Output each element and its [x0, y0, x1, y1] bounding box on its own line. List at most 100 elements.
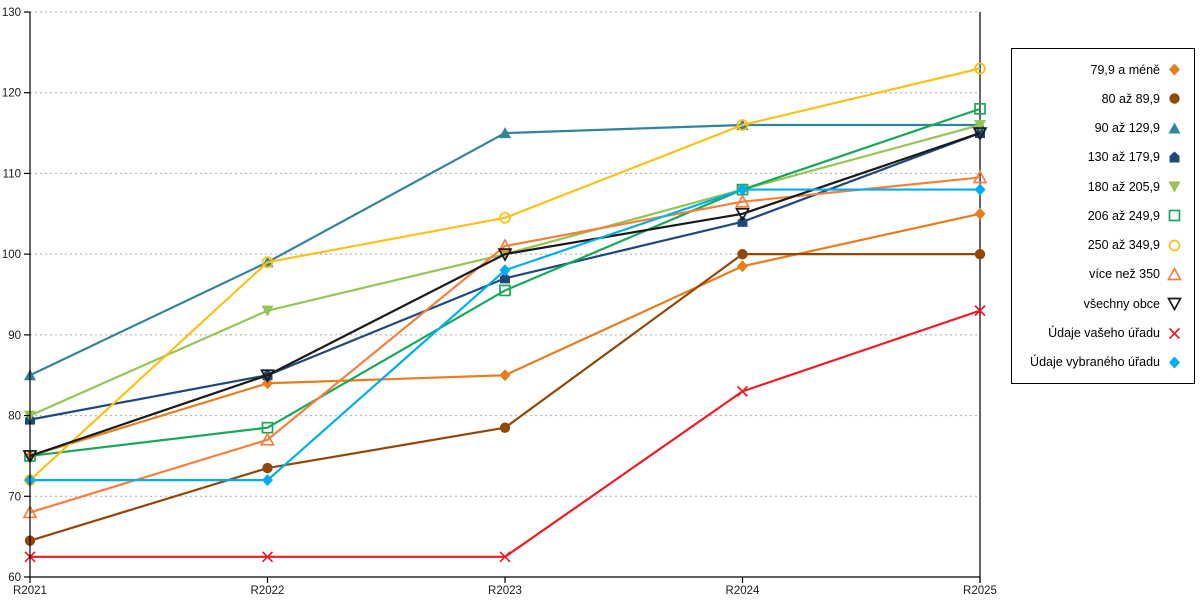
- legend-marker-icon: [1168, 122, 1181, 134]
- y-tick-label: 110: [3, 168, 21, 180]
- circle-marker-icon: [262, 462, 273, 474]
- circle-open-marker-icon: [1168, 239, 1181, 252]
- series-line: [29, 253, 980, 542]
- circle-open-marker-icon: [736, 119, 749, 131]
- circle-open-marker-icon: [974, 62, 986, 75]
- legend-label: 80 až 89,9: [1101, 91, 1160, 106]
- legend-label: 130 až 179,9: [1087, 150, 1160, 165]
- series-1: [24, 207, 986, 462]
- legend-item-4: 130 až 179,9: [1012, 144, 1194, 170]
- pentagon-marker-icon: [500, 272, 510, 284]
- pentagon-marker-icon: [1169, 151, 1180, 163]
- triangle-up-marker-icon: [1168, 122, 1181, 134]
- series-2: [24, 248, 986, 546]
- legend-label: 79,9 a méně: [1090, 62, 1161, 77]
- legend-label: 90 až 129,9: [1094, 121, 1160, 136]
- legend-label: 206 až 249,9: [1087, 208, 1160, 223]
- x-marker-icon: [499, 551, 511, 563]
- triangle-down-open-marker-icon: [735, 207, 750, 222]
- legend-marker-icon: [1168, 239, 1181, 252]
- legend-label: Údaje vašeho úřadu: [1048, 326, 1160, 341]
- triangle-open-marker-icon: [972, 169, 988, 184]
- circle-open-marker-icon: [499, 211, 511, 224]
- x-marker-icon: [1168, 327, 1181, 339]
- circle-open-marker-icon: [261, 256, 274, 269]
- legend-marker-icon: [1168, 181, 1181, 193]
- y-tick-label: 70: [8, 491, 21, 503]
- series-line: [29, 67, 981, 481]
- x-marker-icon: [261, 551, 274, 563]
- diamond-marker-icon: [737, 260, 748, 273]
- series-8: [22, 169, 988, 519]
- y-tick-label: 120: [2, 88, 21, 100]
- legend-marker-icon: [1169, 151, 1180, 163]
- legend-marker-icon: [1169, 93, 1180, 105]
- series-11: [24, 183, 986, 487]
- diamond-marker-icon: [1169, 63, 1180, 76]
- legend-label: více než 350: [1089, 267, 1160, 282]
- triangle-open-marker-icon: [497, 238, 513, 252]
- diamond-marker-icon: [974, 207, 986, 220]
- legend-item-2: 80 až 89,9: [1012, 86, 1194, 112]
- series-10: [24, 305, 986, 563]
- diamond-marker-icon: [737, 183, 748, 196]
- legend-marker-icon: [1169, 63, 1180, 76]
- x-tick-label: R2025: [963, 585, 997, 597]
- circle-marker-icon: [1169, 93, 1180, 105]
- series-line: [29, 107, 981, 458]
- legend-item-7: 250 až 349,9: [1012, 232, 1194, 258]
- triangle-open-marker-icon: [260, 432, 275, 446]
- legend-marker-icon: [1169, 356, 1180, 369]
- legend-item-1: 79,9 a méně: [1012, 57, 1194, 83]
- legend-label: 250 až 349,9: [1087, 238, 1160, 253]
- legend-item-6: 206 až 249,9: [1012, 203, 1194, 229]
- y-tick-label: 130: [2, 7, 21, 19]
- legend-marker-icon: [1168, 210, 1181, 222]
- square-open-marker-icon: [974, 103, 986, 115]
- legend-label: všechny obce: [1083, 296, 1160, 311]
- triangle-down-open-marker-icon: [260, 369, 275, 383]
- diamond-marker-icon: [1169, 356, 1180, 369]
- y-tick-label: 100: [2, 249, 21, 261]
- legend-item-11: Údaje vybraného úřadu: [1012, 349, 1194, 375]
- triangle-up-marker-icon: [499, 127, 511, 139]
- legend-item-8: více než 350: [1012, 261, 1194, 287]
- triangle-down-marker-icon: [974, 120, 986, 131]
- legend-label: Údaje vybraného úřadu: [1030, 355, 1160, 370]
- circle-marker-icon: [737, 248, 748, 260]
- series-line: [29, 176, 981, 514]
- series-line: [29, 132, 981, 457]
- legend-item-3: 90 až 129,9: [1012, 115, 1194, 141]
- x-tick-label: R2023: [488, 585, 522, 597]
- x-marker-icon: [736, 385, 749, 397]
- series-7: [24, 62, 986, 486]
- legend-marker-icon: [1167, 266, 1182, 281]
- legend-item-5: 180 až 205,9: [1012, 174, 1194, 200]
- triangle-down-open-marker-icon: [497, 248, 513, 262]
- legend-label: 180 až 205,9: [1087, 179, 1160, 194]
- x-tick-label: R2022: [251, 585, 285, 597]
- x-marker-icon: [974, 305, 986, 317]
- triangle-down-open-marker-icon: [972, 127, 988, 141]
- series-line: [30, 309, 981, 558]
- diamond-marker-icon: [499, 369, 511, 382]
- square-open-marker-icon: [1168, 210, 1181, 222]
- legend-item-10: Údaje vašeho úřadu: [1012, 320, 1194, 346]
- triangle-down-marker-icon: [1168, 181, 1181, 193]
- diamond-marker-icon: [262, 377, 273, 390]
- triangle-open-marker-icon: [735, 193, 750, 208]
- square-open-marker-icon: [499, 284, 511, 297]
- x-tick-label: R2024: [726, 585, 760, 597]
- triangle-open-marker-icon: [1167, 266, 1182, 281]
- x-tick-label: R2021: [13, 585, 47, 597]
- triangle-down-marker-icon: [261, 305, 274, 317]
- circle-marker-icon: [974, 248, 986, 260]
- legend-item-9: všechny obce: [1012, 291, 1194, 317]
- triangle-down-open-marker-icon: [1167, 297, 1182, 312]
- y-tick-label: 80: [8, 411, 21, 423]
- y-tick-label: 60: [8, 572, 21, 584]
- legend-marker-icon: [1167, 297, 1182, 312]
- y-tick-label: 90: [8, 330, 21, 342]
- diamond-marker-icon: [499, 264, 511, 277]
